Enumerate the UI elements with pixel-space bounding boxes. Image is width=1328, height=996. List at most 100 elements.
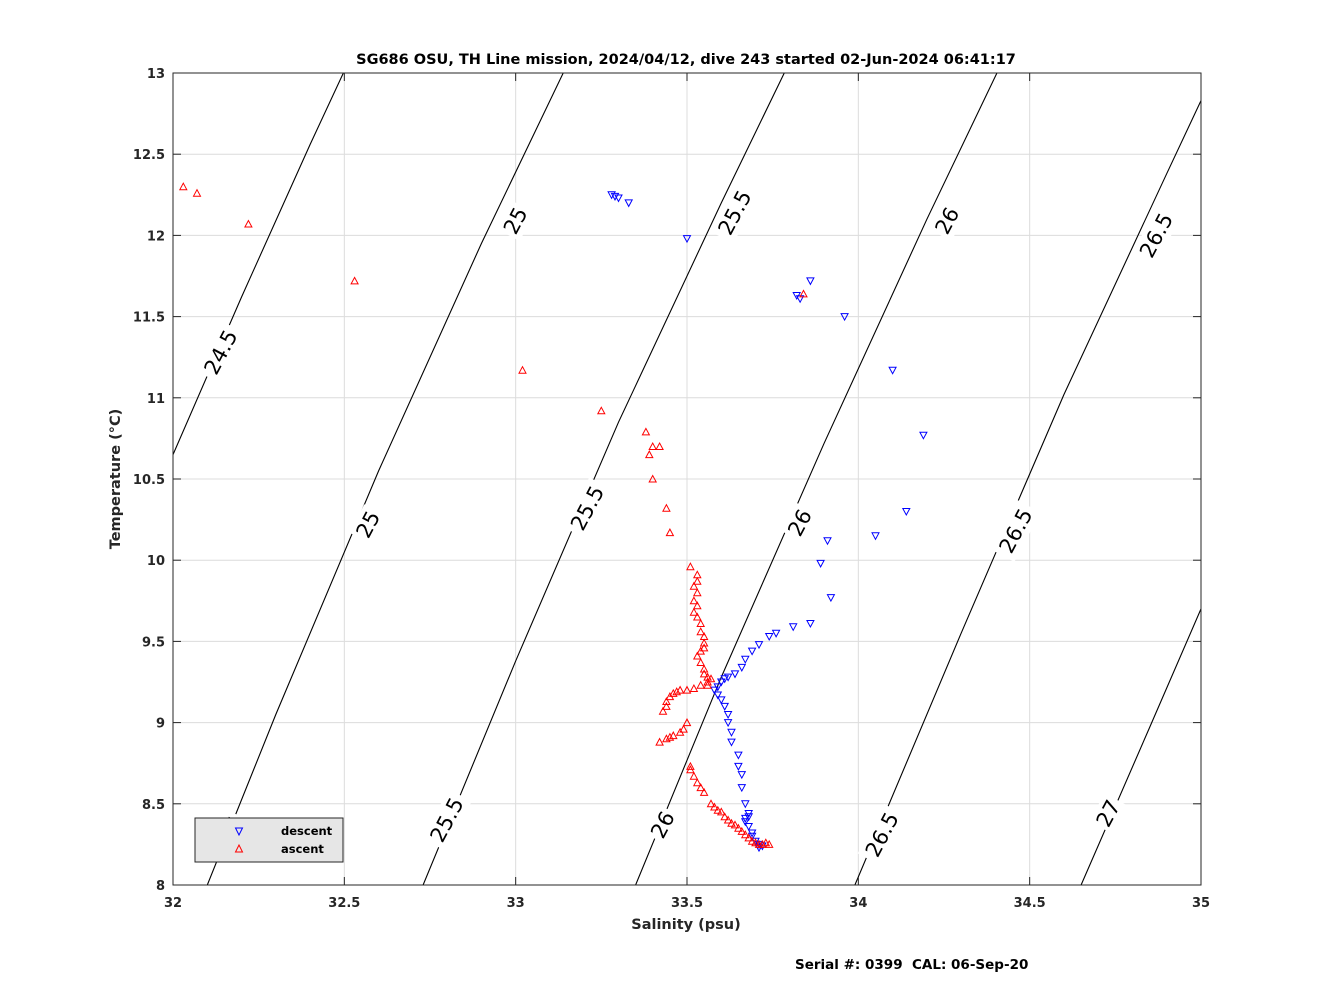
- ascent-point: [178, 182, 188, 191]
- ascent-point: [710, 802, 719, 811]
- ascent-point: [244, 219, 253, 228]
- ascent-point: [692, 576, 702, 585]
- ascent-point: [699, 664, 709, 673]
- descent-point: [723, 719, 733, 728]
- ascent-point: [699, 787, 709, 796]
- descent-point: [888, 366, 897, 375]
- descent-point: [682, 235, 692, 244]
- ascent-point: [648, 474, 658, 483]
- ascent-point: [764, 839, 774, 848]
- y-tick-label: 11: [147, 392, 165, 407]
- ascent-point: [675, 685, 685, 694]
- descent-point: [764, 633, 774, 642]
- contour-label-background: [496, 200, 535, 242]
- ascent-point: [682, 685, 692, 694]
- descent-point: [713, 691, 723, 700]
- ascent-point: [689, 581, 699, 590]
- x-tick-label: 35: [1192, 896, 1210, 911]
- legend-ascent-label: ascent: [281, 842, 324, 856]
- ascent-point: [655, 441, 664, 450]
- ascent-point: [716, 807, 726, 816]
- y-tick-label: 12: [147, 229, 165, 244]
- legend-descent-label: descent: [281, 824, 333, 838]
- descent-point: [901, 508, 911, 517]
- descent-point: [737, 784, 747, 793]
- isopycnal-25-5: [422, 73, 785, 885]
- descent-point: [919, 431, 928, 440]
- ascent-point: [699, 643, 709, 652]
- ascent-point: [740, 830, 750, 839]
- ascent-point: [658, 706, 668, 715]
- ascent-point: [723, 815, 733, 824]
- descent-point: [771, 629, 781, 638]
- ascent-point: [686, 765, 695, 774]
- y-axis-label: Temperature (°C): [108, 409, 124, 550]
- legend-descent-marker: [234, 827, 244, 837]
- descent-point: [740, 800, 750, 809]
- contour-label-background: [991, 500, 1041, 562]
- ascent-point: [692, 601, 702, 610]
- ascent-point: [696, 618, 706, 627]
- descent-point: [716, 696, 726, 705]
- x-axis-label: Salinity (psu): [631, 917, 740, 933]
- ascent-point: [751, 838, 760, 847]
- descent-point: [754, 641, 764, 650]
- isopycnal-26-5: [854, 100, 1201, 885]
- ascent-point: [696, 680, 706, 689]
- descent-point: [723, 711, 733, 720]
- ascent-point: [703, 672, 712, 681]
- ascent-point: [706, 674, 716, 683]
- ascent-point: [668, 731, 678, 740]
- x-tick-label: 32: [164, 896, 182, 911]
- descent-point: [744, 823, 754, 832]
- serial-cal-info: Serial #: 0399 CAL: 06-Sep-20: [795, 957, 1029, 973]
- isopycnal-25: [206, 73, 564, 885]
- isopycnal-contours: [173, 73, 1201, 885]
- ascent-point: [727, 818, 736, 827]
- ascent-point: [799, 289, 808, 298]
- ascent-point: [596, 406, 606, 415]
- ascent-point: [696, 627, 706, 636]
- ascent-point: [665, 692, 675, 701]
- contour-label-background: [928, 200, 967, 242]
- ascent-point: [672, 687, 682, 696]
- contour-label-background: [644, 804, 682, 846]
- contour-label-background: [1131, 204, 1182, 267]
- descent-point: [740, 655, 750, 664]
- ascent-point: [648, 441, 658, 450]
- y-tick-labels: 8 8.5 9 9.5 10 10.5 11 11.5 12 12.5 13: [133, 67, 165, 894]
- descent-point: [740, 818, 750, 827]
- ascent-point: [675, 727, 685, 736]
- ascent-point: [730, 820, 740, 829]
- contour-label-background: [422, 789, 472, 851]
- ascent-point: [699, 669, 709, 678]
- descent-point: [744, 813, 754, 822]
- contour-label-background: [1089, 793, 1128, 834]
- contour-label-background: [857, 803, 907, 866]
- contour-label-background: [349, 504, 388, 545]
- ascent-point: [744, 833, 754, 842]
- ascent-point: [644, 450, 654, 459]
- ascent-point: [747, 836, 757, 845]
- ascent-point: [692, 778, 702, 787]
- isopycnal-27: [1080, 608, 1201, 885]
- x-tick-label: 32.5: [328, 896, 360, 911]
- ascent-point: [682, 718, 692, 727]
- ascent-point: [641, 427, 651, 436]
- contour-label-background: [562, 477, 613, 540]
- axis-ticks: [172, 72, 1202, 886]
- descent-point: [737, 771, 747, 780]
- descent-point: [826, 594, 836, 603]
- descent-point: [720, 702, 730, 711]
- ascent-point: [662, 734, 671, 743]
- ascent-point: [703, 677, 712, 686]
- ascent-point: [692, 612, 702, 621]
- descent-point: [840, 313, 849, 322]
- ascent-point: [689, 607, 699, 616]
- ascent-point: [518, 365, 527, 374]
- descent-point: [607, 191, 616, 200]
- y-tick-label: 9: [156, 717, 165, 732]
- descent-point: [716, 678, 726, 687]
- ascent-point: [350, 276, 359, 285]
